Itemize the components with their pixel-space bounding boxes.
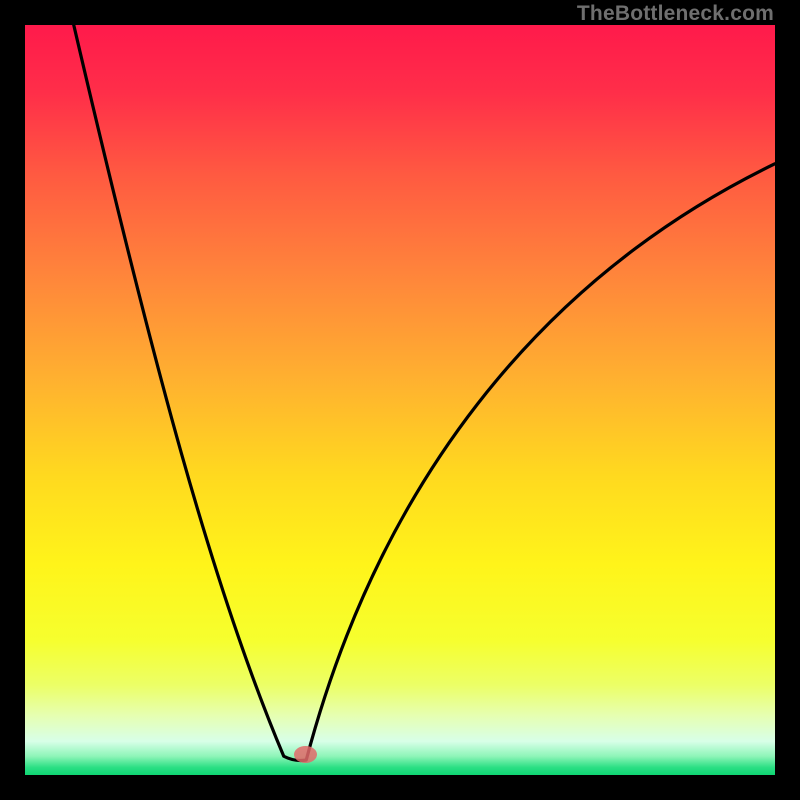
- plot-area: [25, 25, 775, 775]
- chart-frame: TheBottleneck.com: [0, 0, 800, 800]
- watermark-text: TheBottleneck.com: [577, 2, 774, 26]
- bottleneck-curve: [25, 25, 775, 775]
- valley-marker: [294, 746, 317, 763]
